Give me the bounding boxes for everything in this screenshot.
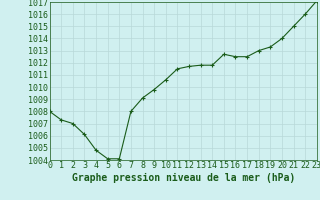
X-axis label: Graphe pression niveau de la mer (hPa): Graphe pression niveau de la mer (hPa) <box>72 173 295 183</box>
